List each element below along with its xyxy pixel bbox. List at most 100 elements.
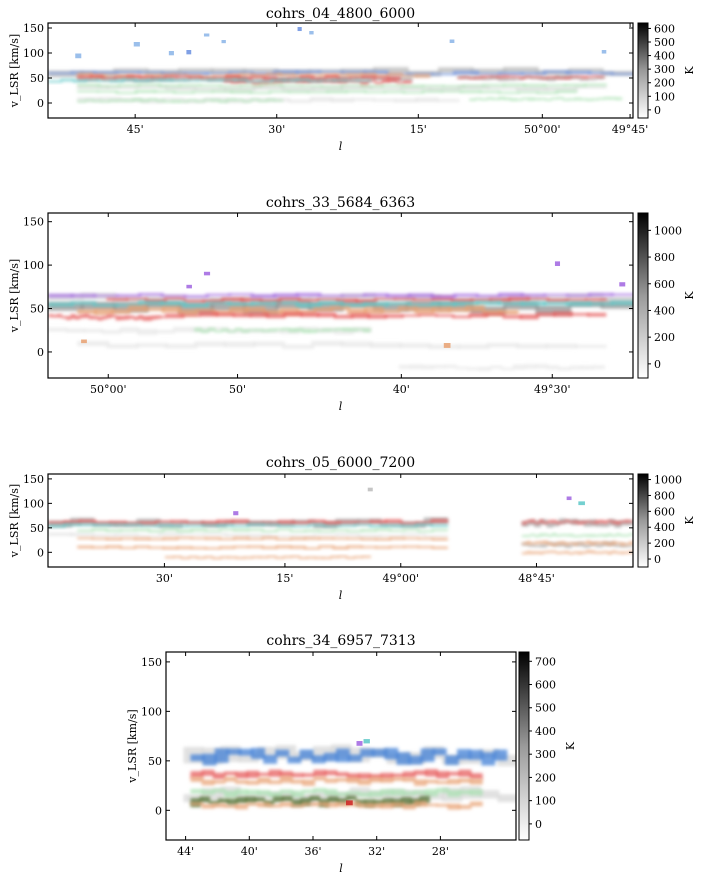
gray-segment [70,532,95,537]
cloud-segment [384,314,404,318]
y-tick-label: 100 [23,497,44,510]
cloud-segment [109,520,127,525]
panel-title: cohrs_05_6000_7200 [266,455,415,471]
cloud-segment [577,521,583,525]
cloud-segment [555,90,578,93]
cloud-segment [124,315,130,320]
gray-segment [252,341,285,347]
cloud-segment [396,752,411,765]
cloud-speck [203,271,211,276]
cloud-segment [447,790,461,797]
cloud-segment [620,542,626,546]
cloud-segment [610,293,633,296]
cloud-segment [485,75,493,78]
cloud-segment [564,519,570,523]
cloud-segment [413,800,427,807]
cloud-segment [354,556,364,559]
gray-segment [257,746,278,758]
cloud-segment [289,545,307,549]
cloud-band [77,536,448,541]
cloud-segment [165,556,175,559]
cloud-segment [564,534,570,537]
cloud-segment [458,769,472,777]
cloud-segment [221,78,236,81]
cloud-segment [78,523,97,526]
cloud-segment [312,77,327,81]
cloud-segment [615,542,621,545]
cloud-segment [267,555,277,558]
cloud-segment [414,74,431,78]
cloud-segment [355,799,366,806]
cloud-segment [342,327,351,332]
cloud-segment [188,556,198,559]
gray-segment [373,67,409,74]
cloud-segment [262,76,278,81]
gray-segment [399,87,432,91]
cloud-segment [408,73,434,76]
cloud-segment [543,551,549,554]
cloud-segment [609,97,617,100]
cloud-segment [389,537,406,540]
cloud-segment [257,802,271,808]
cloud-segment [603,551,608,554]
cloud-segment [594,551,600,554]
cloud-segment [397,306,418,312]
cloud-segment [66,316,72,320]
cloud-segment [239,84,263,87]
x-tick-label: 28' [432,845,449,858]
cloud-segment [389,79,398,83]
cloud-speck [356,741,363,746]
cloud-segment [430,301,457,307]
gray-segment [568,68,604,73]
cloud-segment [212,310,232,315]
cloud-segment [224,771,237,776]
gray-band [399,364,605,371]
cloud-segment [195,100,205,103]
cloud-segment [109,79,125,83]
gray-segment [98,97,122,102]
cloud-segment [235,789,249,795]
cloud-segment [179,100,189,103]
gray-segment [169,77,191,81]
cloud-segment [620,520,626,523]
cloud-segment [332,529,349,532]
cloud-segment [510,98,517,102]
cloud-segment [246,780,260,785]
gray-segment [252,85,285,90]
cloud-segment [620,551,626,555]
cloud-segment [413,790,427,795]
cloud-segment [273,301,299,304]
cloud-segment [159,78,174,82]
axes-frame [47,212,634,379]
cloud-segment [615,521,621,525]
cloud-segment [219,85,243,88]
cloud-segment [367,314,387,319]
cloud-segment [119,537,137,540]
cloud-segment [138,314,144,320]
cloud-segment [624,534,630,537]
cloud-segment [556,97,564,100]
gray-segment [165,86,198,91]
cloud-segment [402,791,416,796]
cloud-segment [238,76,253,81]
cloud-segment [104,74,120,77]
cloud-segment [254,797,266,802]
cloud-segment [475,72,502,75]
cloud-segment [402,91,425,94]
cloud-segment [183,72,209,76]
gray-segment [291,534,316,538]
cloud-segment [190,546,207,550]
colorbar-tick-label: 400 [654,304,675,317]
cloud-segment [230,79,239,84]
gray-segment [106,344,139,349]
cloud-segment [231,525,250,528]
cloud-segment [194,327,203,332]
cloud-segment [369,776,383,783]
gray-segment [183,794,204,803]
cloud-segment [521,542,527,545]
cloud-band [469,96,623,102]
gray-segment [558,367,571,371]
colorbar [637,473,649,568]
cloud-segment [513,75,521,78]
cloud-segment [147,315,153,321]
